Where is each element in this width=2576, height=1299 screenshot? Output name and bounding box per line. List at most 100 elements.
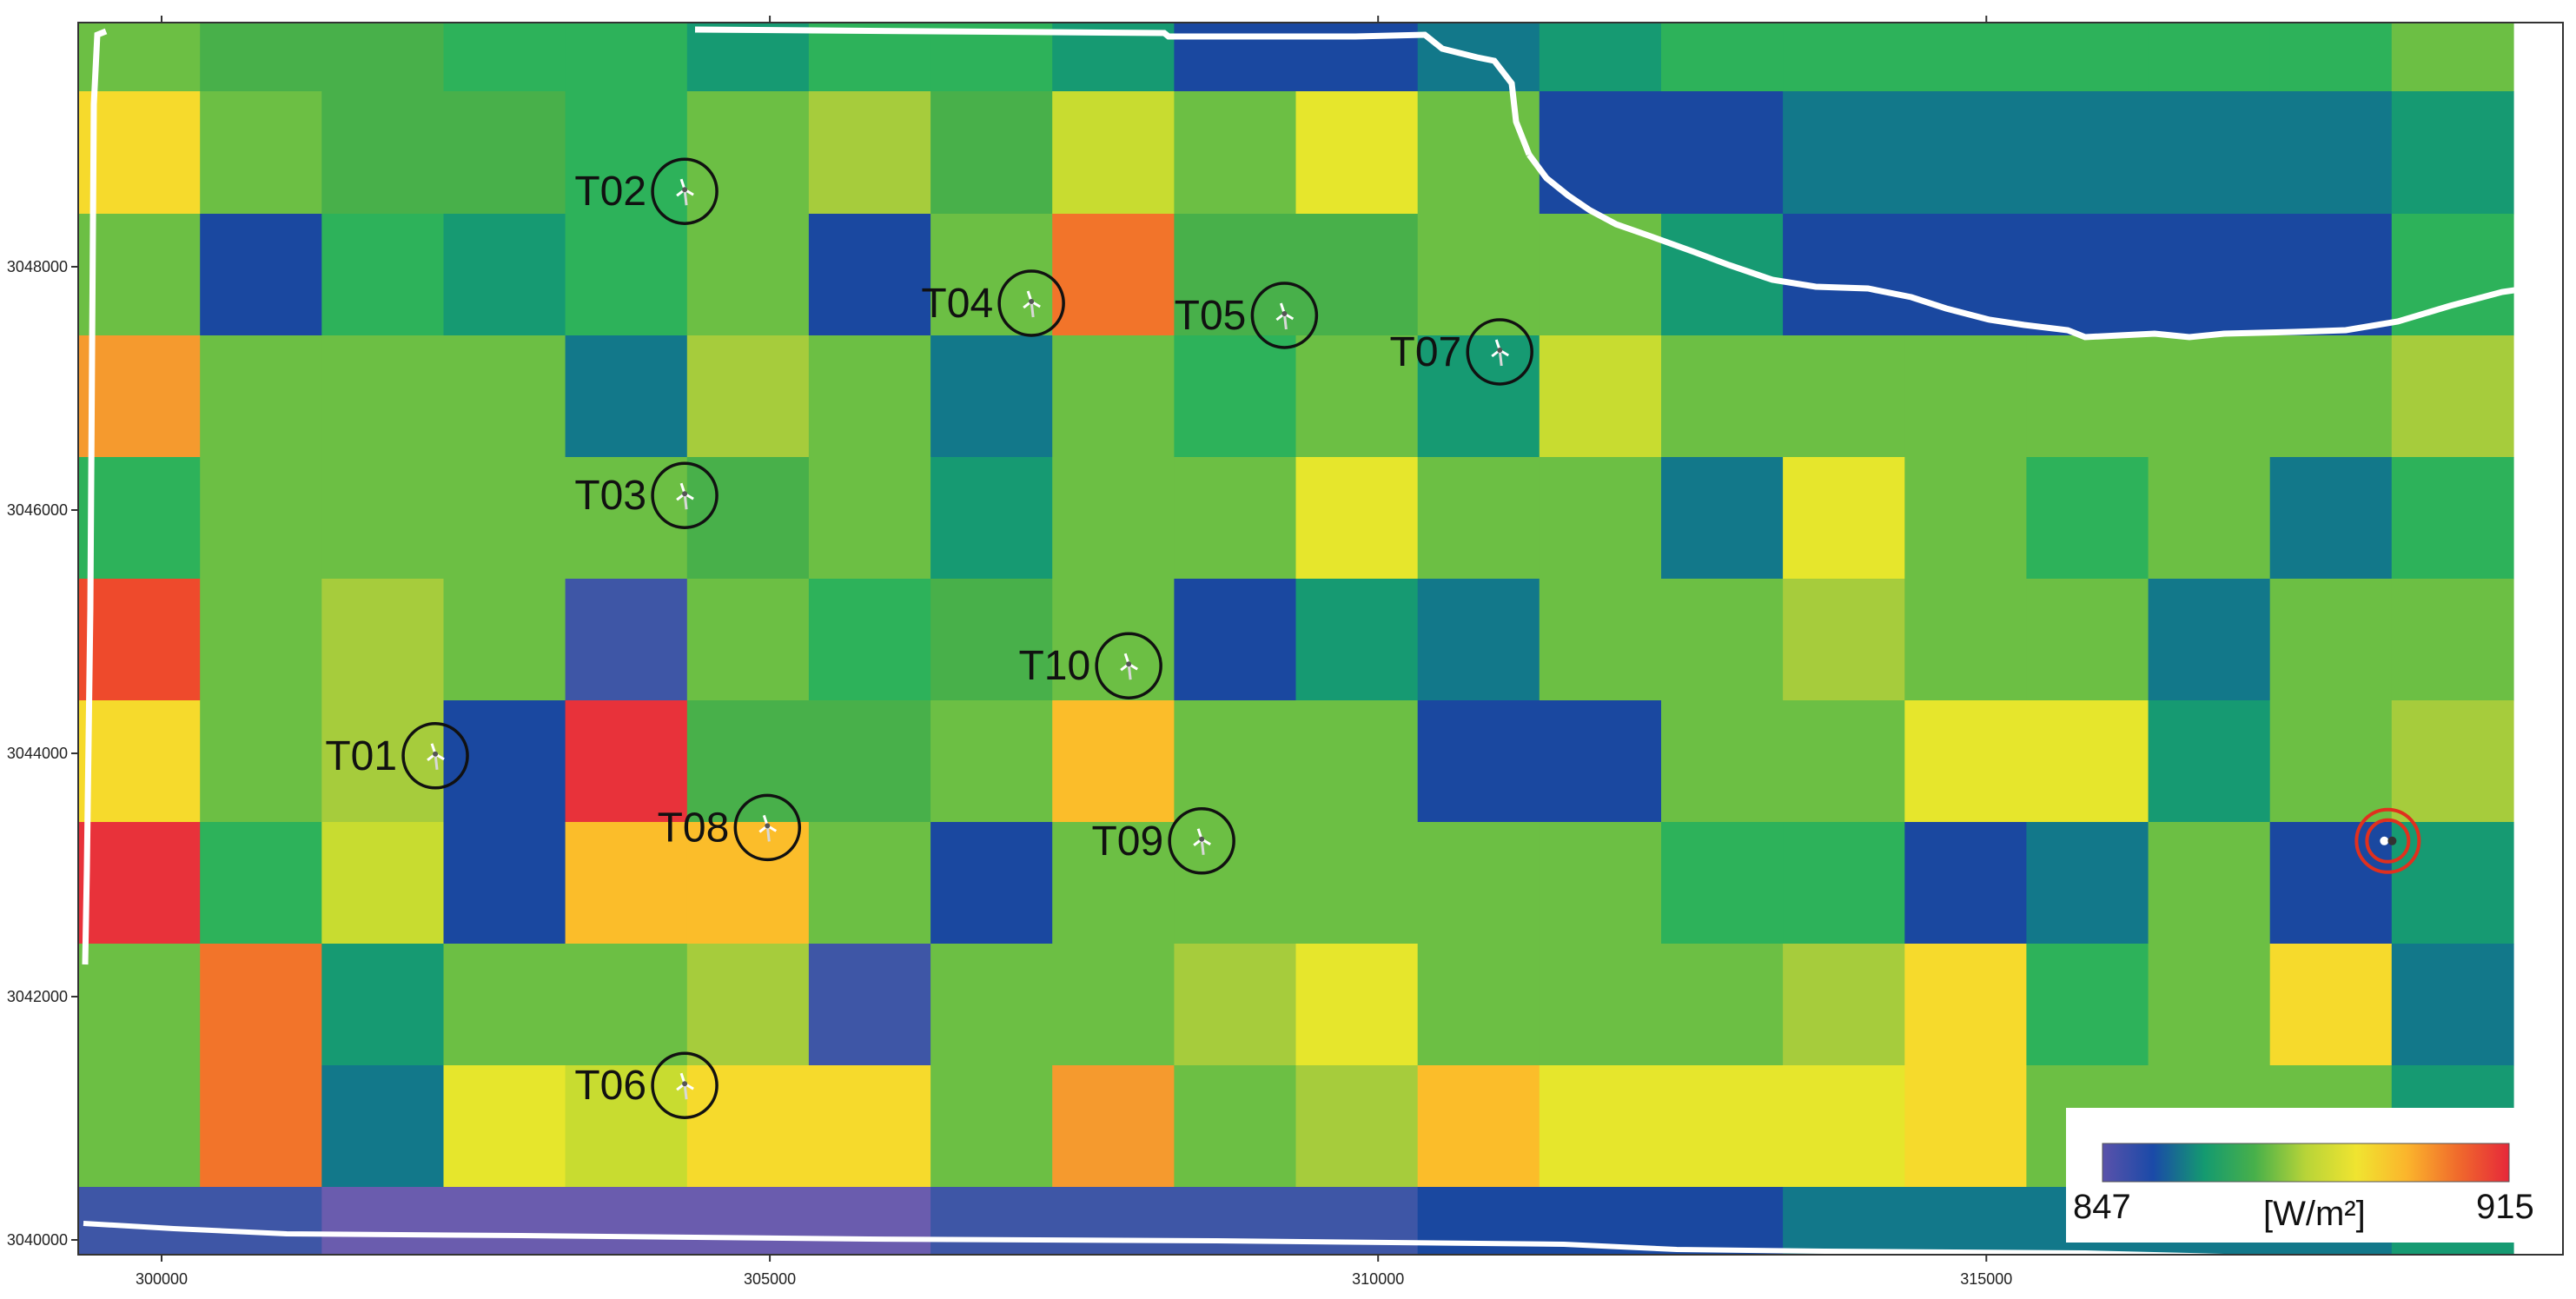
grid-cell bbox=[1904, 91, 2028, 215]
x-tick-label: 310000 bbox=[1352, 1270, 1404, 1288]
turbine-marker: T04 bbox=[921, 269, 1065, 337]
x-tick-label: 300000 bbox=[136, 1270, 188, 1288]
y-tick-label: 3042000 bbox=[7, 988, 68, 1005]
grid-cell bbox=[808, 214, 931, 336]
grid-cell bbox=[2391, 23, 2514, 92]
grid-cell bbox=[1052, 457, 1175, 580]
grid-cell bbox=[930, 944, 1053, 1066]
grid-cell bbox=[200, 579, 322, 701]
grid-cell bbox=[443, 23, 566, 92]
grid-cell bbox=[2148, 457, 2271, 580]
grid-cell bbox=[78, 1065, 201, 1188]
grid-cell bbox=[78, 335, 201, 458]
grid-cell bbox=[321, 23, 445, 92]
grid-cell bbox=[1783, 700, 1905, 823]
grid-cell bbox=[565, 700, 688, 823]
turbine-circle bbox=[1466, 318, 1533, 386]
grid-cell bbox=[686, 91, 810, 215]
grid-cell bbox=[1539, 579, 1662, 701]
turbine-circle bbox=[651, 157, 718, 225]
y-tick-label: 3040000 bbox=[7, 1231, 68, 1249]
grid-cell bbox=[200, 822, 322, 944]
wind-turbine-icon bbox=[676, 1072, 694, 1100]
grid-cell bbox=[1539, 457, 1662, 580]
grid-cell bbox=[1052, 700, 1175, 823]
legend-max-label: 915 bbox=[2476, 1188, 2534, 1226]
grid-cell bbox=[1539, 944, 1662, 1066]
grid-cell bbox=[2026, 700, 2149, 823]
grid-cell bbox=[686, 944, 810, 1066]
grid-cell bbox=[686, 822, 810, 944]
grid-cell bbox=[1295, 457, 1419, 580]
turbine-label: T04 bbox=[921, 281, 993, 327]
grid-cell bbox=[1052, 214, 1175, 336]
grid-cell bbox=[1661, 1065, 1784, 1188]
grid-cell bbox=[686, 1187, 810, 1255]
grid-cell bbox=[321, 214, 445, 336]
grid-cell bbox=[1539, 822, 1662, 944]
turbine-label: T09 bbox=[1091, 819, 1163, 865]
wind-turbine-icon bbox=[427, 743, 445, 770]
grid-cell bbox=[930, 700, 1053, 823]
grid-cell bbox=[565, 1187, 688, 1255]
grid-cell bbox=[2391, 457, 2514, 580]
grid-cell bbox=[2391, 822, 2514, 944]
grid-cell bbox=[1904, 700, 2028, 823]
grid-cell bbox=[2026, 335, 2149, 458]
grid-cell bbox=[2026, 457, 2149, 580]
grid-cell bbox=[1295, 700, 1419, 823]
turbine-marker: T10 bbox=[1018, 632, 1162, 699]
legend-min-label: 847 bbox=[2073, 1188, 2131, 1226]
grid-cell bbox=[1904, 23, 2028, 92]
grid-cell bbox=[930, 1187, 1053, 1255]
boundary-south-line bbox=[83, 1221, 2225, 1255]
grid-cell bbox=[1661, 457, 1784, 580]
grid-cell bbox=[200, 214, 322, 336]
legend-unit-label: [W/m²] bbox=[2263, 1195, 2366, 1233]
grid-cell bbox=[2026, 214, 2149, 336]
grid-cell bbox=[808, 579, 931, 701]
grid-cell bbox=[443, 822, 566, 944]
wind-turbine-icon bbox=[758, 814, 778, 842]
grid-cell bbox=[808, 944, 931, 1066]
turbine-marker: T05 bbox=[1175, 282, 1319, 349]
grid-cell bbox=[1783, 579, 1905, 701]
grid-cell bbox=[1661, 822, 1784, 944]
grid-cell bbox=[443, 1065, 566, 1188]
wind-turbine-icon bbox=[1275, 302, 1295, 330]
grid-cell bbox=[78, 457, 201, 580]
grid-cell bbox=[321, 457, 445, 580]
turbine-label: T02 bbox=[574, 169, 646, 215]
x-tick-label: 305000 bbox=[744, 1270, 796, 1288]
turbine-marker: T02 bbox=[574, 157, 718, 225]
grid-cell bbox=[1904, 579, 2028, 701]
turbine-circle bbox=[1250, 282, 1319, 349]
turbine-label: T05 bbox=[1175, 293, 1247, 339]
grid-cell bbox=[1783, 944, 1905, 1066]
turbine-marker: T09 bbox=[1091, 807, 1235, 875]
grid-cell bbox=[565, 457, 688, 580]
grid-cell bbox=[1052, 579, 1175, 701]
turbine-label: T06 bbox=[574, 1063, 646, 1109]
grid-cell bbox=[808, 335, 931, 458]
grid-cell bbox=[2269, 822, 2393, 944]
turbine-label: T10 bbox=[1018, 643, 1090, 689]
grid-cell bbox=[78, 579, 201, 701]
turbine-marker: T06 bbox=[574, 1051, 718, 1119]
grid-cell bbox=[808, 822, 931, 944]
grid-cell bbox=[1174, 700, 1297, 823]
grid-cell bbox=[1417, 822, 1540, 944]
turbine-circle bbox=[651, 1051, 718, 1119]
grid-cell bbox=[1174, 335, 1297, 458]
measurement-station-icon bbox=[2380, 836, 2397, 845]
grid-cell bbox=[1295, 1065, 1419, 1188]
grid-cell bbox=[565, 214, 688, 336]
turbine-circle bbox=[997, 269, 1065, 337]
legend-color-bar bbox=[2102, 1143, 2510, 1183]
grid-cell bbox=[2148, 700, 2271, 823]
grid-cell bbox=[1052, 1065, 1175, 1188]
grid-cell bbox=[2391, 91, 2514, 215]
turbine-marker: T03 bbox=[574, 461, 718, 529]
grid-cell bbox=[1295, 335, 1419, 458]
grid-cell bbox=[2391, 335, 2514, 458]
